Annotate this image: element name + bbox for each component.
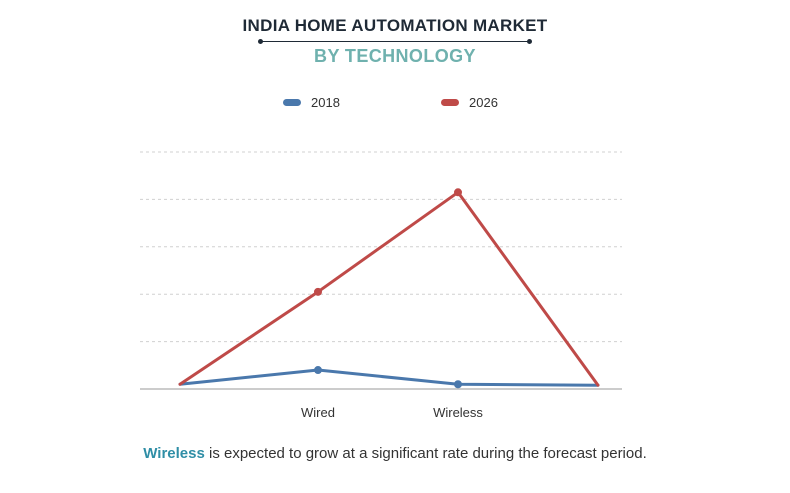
data-point-2026-wireless <box>454 188 462 197</box>
title-underline <box>258 39 532 44</box>
legend-swatch-2018 <box>283 99 301 106</box>
data-point-2026-wired <box>314 287 322 296</box>
series-line-2026 <box>178 190 600 387</box>
chart-caption: Wireless is expected to grow at a signif… <box>0 445 790 462</box>
title-underline-dot-left <box>258 39 263 44</box>
series-line-2018 <box>178 368 600 387</box>
legend-item-2018: 2018 <box>283 95 340 110</box>
title-underline-dot-right <box>527 39 532 44</box>
legend-label-2018: 2018 <box>311 95 340 110</box>
line-chart: Wired Wireless <box>140 151 622 420</box>
legend-label-2026: 2026 <box>469 95 498 110</box>
x-tick-label-wired: Wired <box>301 405 335 420</box>
data-point-2018-wireless <box>454 380 462 389</box>
data-point-2018-wired <box>314 366 322 375</box>
x-tick-label-wireless: Wireless <box>433 405 483 420</box>
chart-subtitle: BY TECHNOLOGY <box>314 46 476 66</box>
chart-title: INDIA HOME AUTOMATION MARKET <box>242 16 548 35</box>
caption-highlight: Wireless <box>143 445 205 462</box>
legend-item-2026: 2026 <box>441 95 498 110</box>
caption-text: is expected to grow at a significant rat… <box>204 445 647 462</box>
legend-swatch-2026 <box>441 99 459 106</box>
